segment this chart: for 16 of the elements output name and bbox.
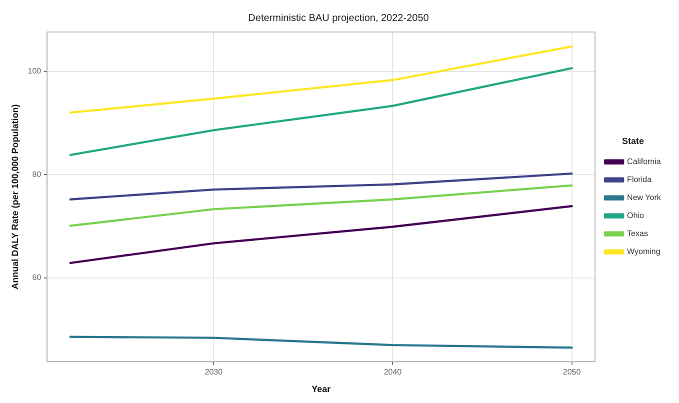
y-axis-title: Annual DALY Rate (per 100,000 Population) xyxy=(10,104,20,290)
legend-label: Ohio xyxy=(627,211,645,220)
x-tick-label: 2030 xyxy=(204,368,224,377)
legend-title: State xyxy=(622,136,644,146)
y-tick-label: 100 xyxy=(28,66,42,76)
legend-label: Wyoming xyxy=(627,247,660,256)
legend-label: California xyxy=(627,157,662,166)
y-tick-label: 80 xyxy=(32,170,42,179)
legend-label: Florida xyxy=(627,175,652,184)
chart-title: Deterministic BAU projection, 2022-2050 xyxy=(248,12,430,24)
legend-label: Texas xyxy=(627,229,648,238)
y-tick-label: 60 xyxy=(32,273,42,282)
x-axis-title: Year xyxy=(312,384,332,394)
legend-label: New York xyxy=(627,193,662,202)
x-tick-label: 2050 xyxy=(562,368,582,377)
x-tick-label: 2040 xyxy=(384,368,402,377)
